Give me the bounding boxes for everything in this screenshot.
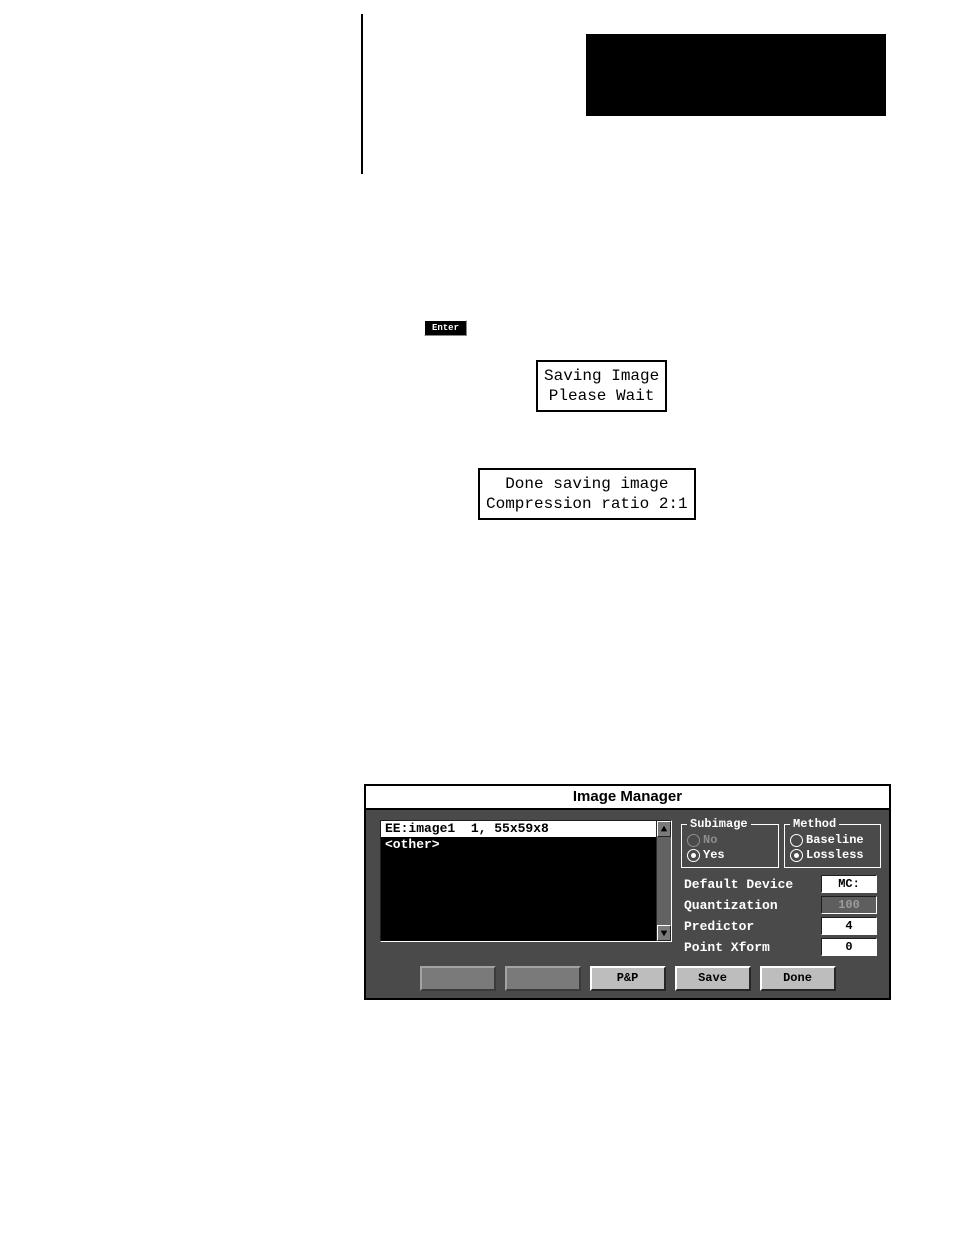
- scrollbar: [656, 821, 671, 941]
- radio-label: Baseline: [806, 833, 864, 848]
- point-xform-field[interactable]: 0: [821, 938, 877, 956]
- saving-message-box: Saving Image Please Wait: [536, 360, 667, 412]
- radio-method-baseline[interactable]: Baseline: [790, 833, 876, 848]
- scroll-up-button[interactable]: [657, 821, 671, 837]
- quantization-field: 100: [821, 896, 877, 914]
- param-label: Predictor: [684, 918, 821, 935]
- page: Enter Saving Image Please Wait Done savi…: [0, 0, 954, 1235]
- list-item[interactable]: <other>: [381, 837, 656, 853]
- default-device-field[interactable]: MC:: [821, 875, 877, 893]
- subimage-group: Subimage No Yes: [681, 824, 779, 868]
- radio-label: Yes: [703, 848, 725, 863]
- param-quantization: Quantization 100: [684, 896, 877, 914]
- button-bar: View Delete P&P Save Done: [366, 962, 889, 998]
- predictor-field[interactable]: 4: [821, 917, 877, 935]
- delete-button: Delete: [505, 966, 581, 991]
- param-default-device: Default Device MC:: [684, 875, 877, 893]
- save-button[interactable]: Save: [675, 966, 751, 991]
- group-legend: Method: [790, 817, 839, 831]
- redacted-block: [586, 34, 886, 116]
- image-list-body[interactable]: EE:image1 1, 55x59x8 <other>: [381, 821, 656, 941]
- group-legend: Subimage: [687, 817, 751, 831]
- done-message-box: Done saving image Compression ratio 2:1: [478, 468, 696, 520]
- param-label: Quantization: [684, 897, 821, 914]
- chevron-down-icon: [660, 929, 668, 937]
- window-title: Image Manager: [366, 786, 889, 810]
- image-manager-window: Image Manager EE:image1 1, 55x59x8 <othe…: [364, 784, 891, 1000]
- method-group: Method Baseline Lossless: [784, 824, 881, 868]
- list-item[interactable]: EE:image1 1, 55x59x8: [381, 821, 656, 837]
- image-list: EE:image1 1, 55x59x8 <other>: [380, 820, 672, 942]
- param-label: Default Device: [684, 876, 821, 893]
- radio-icon: [687, 834, 700, 847]
- radio-method-lossless[interactable]: Lossless: [790, 848, 876, 863]
- pp-button[interactable]: P&P: [590, 966, 666, 991]
- window-content: EE:image1 1, 55x59x8 <other>: [366, 810, 889, 962]
- radio-subimage-no: No: [687, 833, 774, 848]
- param-predictor: Predictor 4: [684, 917, 877, 935]
- done-button[interactable]: Done: [760, 966, 836, 991]
- view-button: View: [420, 966, 496, 991]
- scroll-down-button[interactable]: [657, 925, 671, 941]
- radio-icon: [687, 849, 700, 862]
- radio-subimage-yes[interactable]: Yes: [687, 848, 774, 863]
- radio-label: No: [703, 833, 717, 848]
- scroll-track[interactable]: [657, 837, 671, 925]
- param-label: Point Xform: [684, 939, 821, 956]
- chevron-up-icon: [660, 825, 668, 833]
- radio-icon: [790, 834, 803, 847]
- param-point-xform: Point Xform 0: [684, 938, 877, 956]
- enter-key-icon: Enter: [424, 320, 467, 336]
- radio-label: Lossless: [806, 848, 864, 863]
- separator-line: [361, 14, 363, 174]
- radio-icon: [790, 849, 803, 862]
